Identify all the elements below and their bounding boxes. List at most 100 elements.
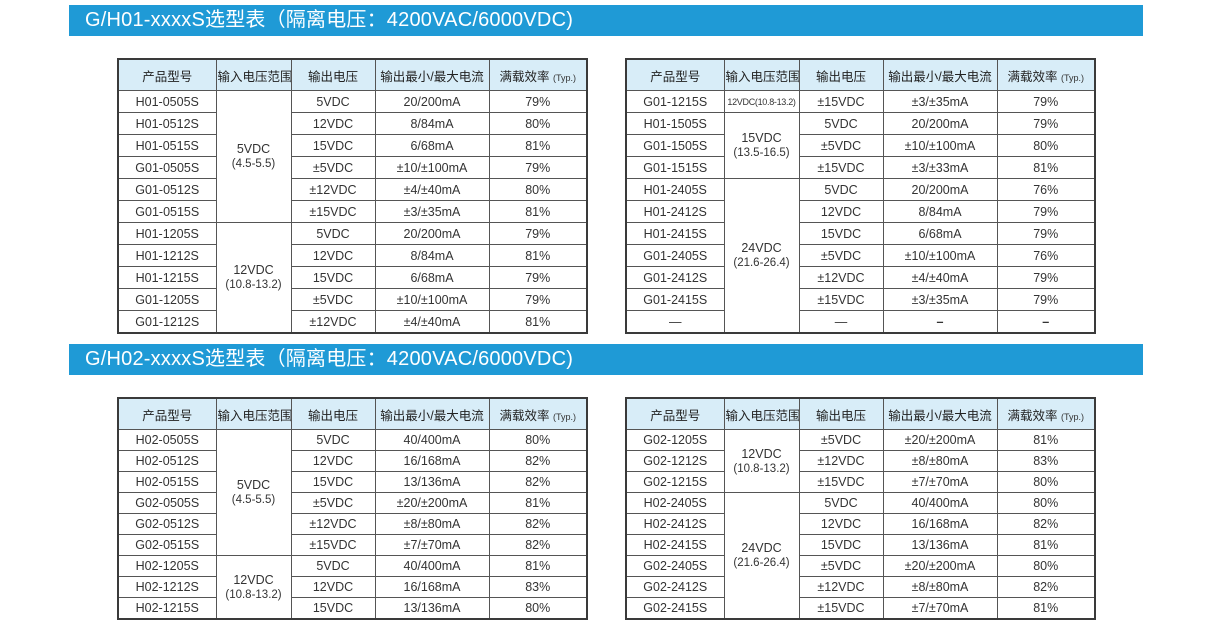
model-cell: G02-0505S [117, 492, 217, 514]
efficiency-cell: 81% [488, 200, 588, 223]
efficiency-cell: 80% [488, 429, 588, 451]
output-current-cell: 20/200mA [882, 112, 998, 135]
output-voltage-cell: 5VDC [290, 90, 376, 113]
efficiency-cell: 81% [488, 310, 588, 334]
col-header-vin: 输入电压范围 [215, 58, 292, 91]
eff-typ-note: (Typ.) [1060, 411, 1084, 422]
model-cell: G01-1212S [117, 310, 217, 334]
efficiency-cell: 76% [996, 244, 1096, 267]
efficiency-cell: 82% [996, 513, 1096, 535]
table-row: G02-1205S 12VDC (10.8-13.2) ±5VDC ±20/±200mA… [625, 429, 1096, 493]
model-cell: G02-1205S [625, 429, 725, 451]
col-header-model: 产品型号 [625, 58, 725, 91]
table-row: H02-2415S 15VDC 13/136mA 81% [625, 534, 1096, 556]
efficiency-cell: 79% [488, 222, 588, 245]
output-voltage-cell: ±12VDC [798, 576, 884, 598]
output-current-cell: ±3/±35mA [882, 90, 998, 113]
output-voltage-cell: ±5VDC [798, 555, 884, 577]
input-voltage-cell: 5VDC (4.5-5.5) [215, 429, 292, 556]
output-voltage-cell: 12VDC [798, 200, 884, 223]
model-cell: G01-0515S [117, 200, 217, 223]
efficiency-cell: 83% [488, 576, 588, 598]
efficiency-cell: 76% [996, 178, 1096, 201]
output-current-cell: ±3/±35mA [374, 200, 490, 223]
output-current-cell: 6/68mA [374, 266, 490, 289]
section-title-bar-gh02: G/H02-xxxxS选型表（隔离电压：4200VAC/6000VDC) [69, 344, 1143, 375]
table-row: H02-0512S 12VDC 16/168mA 82% [117, 450, 588, 472]
output-voltage-cell: 12VDC [290, 450, 376, 472]
table-row: H02-1205S 12VDC (10.8-13.2) 5VDC 40/400mA 81% [117, 555, 588, 620]
output-current-cell: ±7/±70mA [374, 534, 490, 556]
eff-typ-note: (Typ.) [1060, 72, 1084, 83]
table-row: H02-0515S 15VDC 13/136mA 82% [117, 471, 588, 493]
model-cell: H02-2412S [625, 513, 725, 535]
output-current-cell: ±10/±100mA [374, 156, 490, 179]
table-row: H02-0505S 5VDC (4.5-5.5) 5VDC 40/400mA 80% [117, 429, 588, 556]
output-voltage-cell: ±5VDC [798, 429, 884, 451]
model-cell: H01-2405S [625, 178, 725, 201]
table-row: H02-2405S 24VDC (21.6-26.4) 5VDC 40/400mA 80% [625, 492, 1096, 620]
model-cell: H02-2405S [625, 492, 725, 514]
col-header-eff: 满载效率 (Typ.) [996, 58, 1096, 91]
efficiency-cell: 80% [996, 134, 1096, 157]
input-voltage-cell: 12VDC(10.8-13.2) [215, 555, 292, 620]
output-current-cell: ±20/±200mA [882, 555, 998, 577]
output-voltage-cell: ±15VDC [290, 200, 376, 223]
table-row: H02-1212S 12VDC 16/168mA 83% [117, 576, 588, 598]
output-voltage-cell: 12VDC [798, 513, 884, 535]
col-header-model: 产品型号 [117, 397, 217, 430]
input-voltage-range: (4.5-5.5) [231, 158, 276, 170]
efficiency-cell: 80% [488, 597, 588, 620]
efficiency-cell: 80% [996, 471, 1096, 493]
output-current-cell: 8/84mA [374, 244, 490, 267]
col-header-vin: 输入电压范围 [723, 397, 800, 430]
model-cell: G01-0512S [117, 178, 217, 201]
output-voltage-cell: 15VDC [290, 597, 376, 620]
output-current-cell: 40/400mA [374, 555, 490, 577]
col-header-current: 输出最小/最大电流 [882, 397, 998, 430]
output-voltage-cell: ±15VDC [798, 156, 884, 179]
model-cell: G02-0515S [117, 534, 217, 556]
table-row: G01-0515S ±15VDC ±3/±35mA 81% [117, 200, 588, 223]
input-voltage-range: (21.6-26.4) [733, 257, 790, 269]
output-current-cell: ±8/±80mA [882, 576, 998, 598]
model-cell: H02-1215S [117, 597, 217, 620]
output-current-cell: 20/200mA [374, 90, 490, 113]
output-voltage-cell: ±5VDC [798, 244, 884, 267]
table-row: H01-0515S 15VDC 6/68mA 81% [117, 134, 588, 157]
table-row: H01-2405S 24VDC (21.6-26.4) 5VDC 20/200mA 76% [625, 178, 1096, 334]
efficiency-cell: 81% [488, 244, 588, 267]
model-cell: H01-1205S [117, 222, 217, 245]
model-cell: G01-1215S [625, 90, 725, 113]
model-cell: H02-0515S [117, 471, 217, 493]
efficiency-cell: 80% [996, 555, 1096, 577]
model-cell: G02-1212S [625, 450, 725, 472]
model-cell: G02-1215S [625, 471, 725, 493]
input-voltage-range: (4.5-5.5) [231, 494, 276, 506]
header-row: 产品型号 输入电压范围 输出电压 输出最小/最大电流 满载效率 (Typ.) [625, 58, 1096, 91]
output-current-cell: ±4/±40mA [374, 310, 490, 334]
input-voltage-cell: 12VDC(10.8-13.2) [723, 429, 800, 493]
table-row: H01-1212S 12VDC 8/84mA 81% [117, 244, 588, 267]
model-cell: H01-1215S [117, 266, 217, 289]
table-row: G01-1515S ±15VDC ±3/±33mA 81% [625, 156, 1096, 179]
model-cell: G02-2412S [625, 576, 725, 598]
model-cell: H02-1205S [117, 555, 217, 577]
selection-table-gh01-left: 产品型号 输入电压范围 输出电压 输出最小/最大电流 满载效率 (Typ.) H01-05… [117, 58, 588, 334]
efficiency-cell: 80% [488, 178, 588, 201]
input-voltage-cell: 5VDC (4.5-5.5) [215, 90, 292, 223]
input-voltage-cell: 12VDC(10.8-13.2) [723, 90, 800, 113]
efficiency-cell: 79% [996, 90, 1096, 113]
output-voltage-cell: ±15VDC [798, 90, 884, 113]
output-voltage-cell: ±15VDC [798, 288, 884, 311]
model-cell: H01-0515S [117, 134, 217, 157]
efficiency-cell: 81% [996, 156, 1096, 179]
output-current-cell: 40/400mA [882, 492, 998, 514]
model-cell: H02-1212S [117, 576, 217, 598]
output-voltage-cell: ±12VDC [798, 266, 884, 289]
table-row: G02-2405S ±5VDC ±20/±200mA 80% [625, 555, 1096, 577]
col-header-eff: 满载效率 (Typ.) [488, 397, 588, 430]
output-current-cell: ±10/±100mA [374, 288, 490, 311]
output-current-cell: 20/200mA [882, 178, 998, 201]
